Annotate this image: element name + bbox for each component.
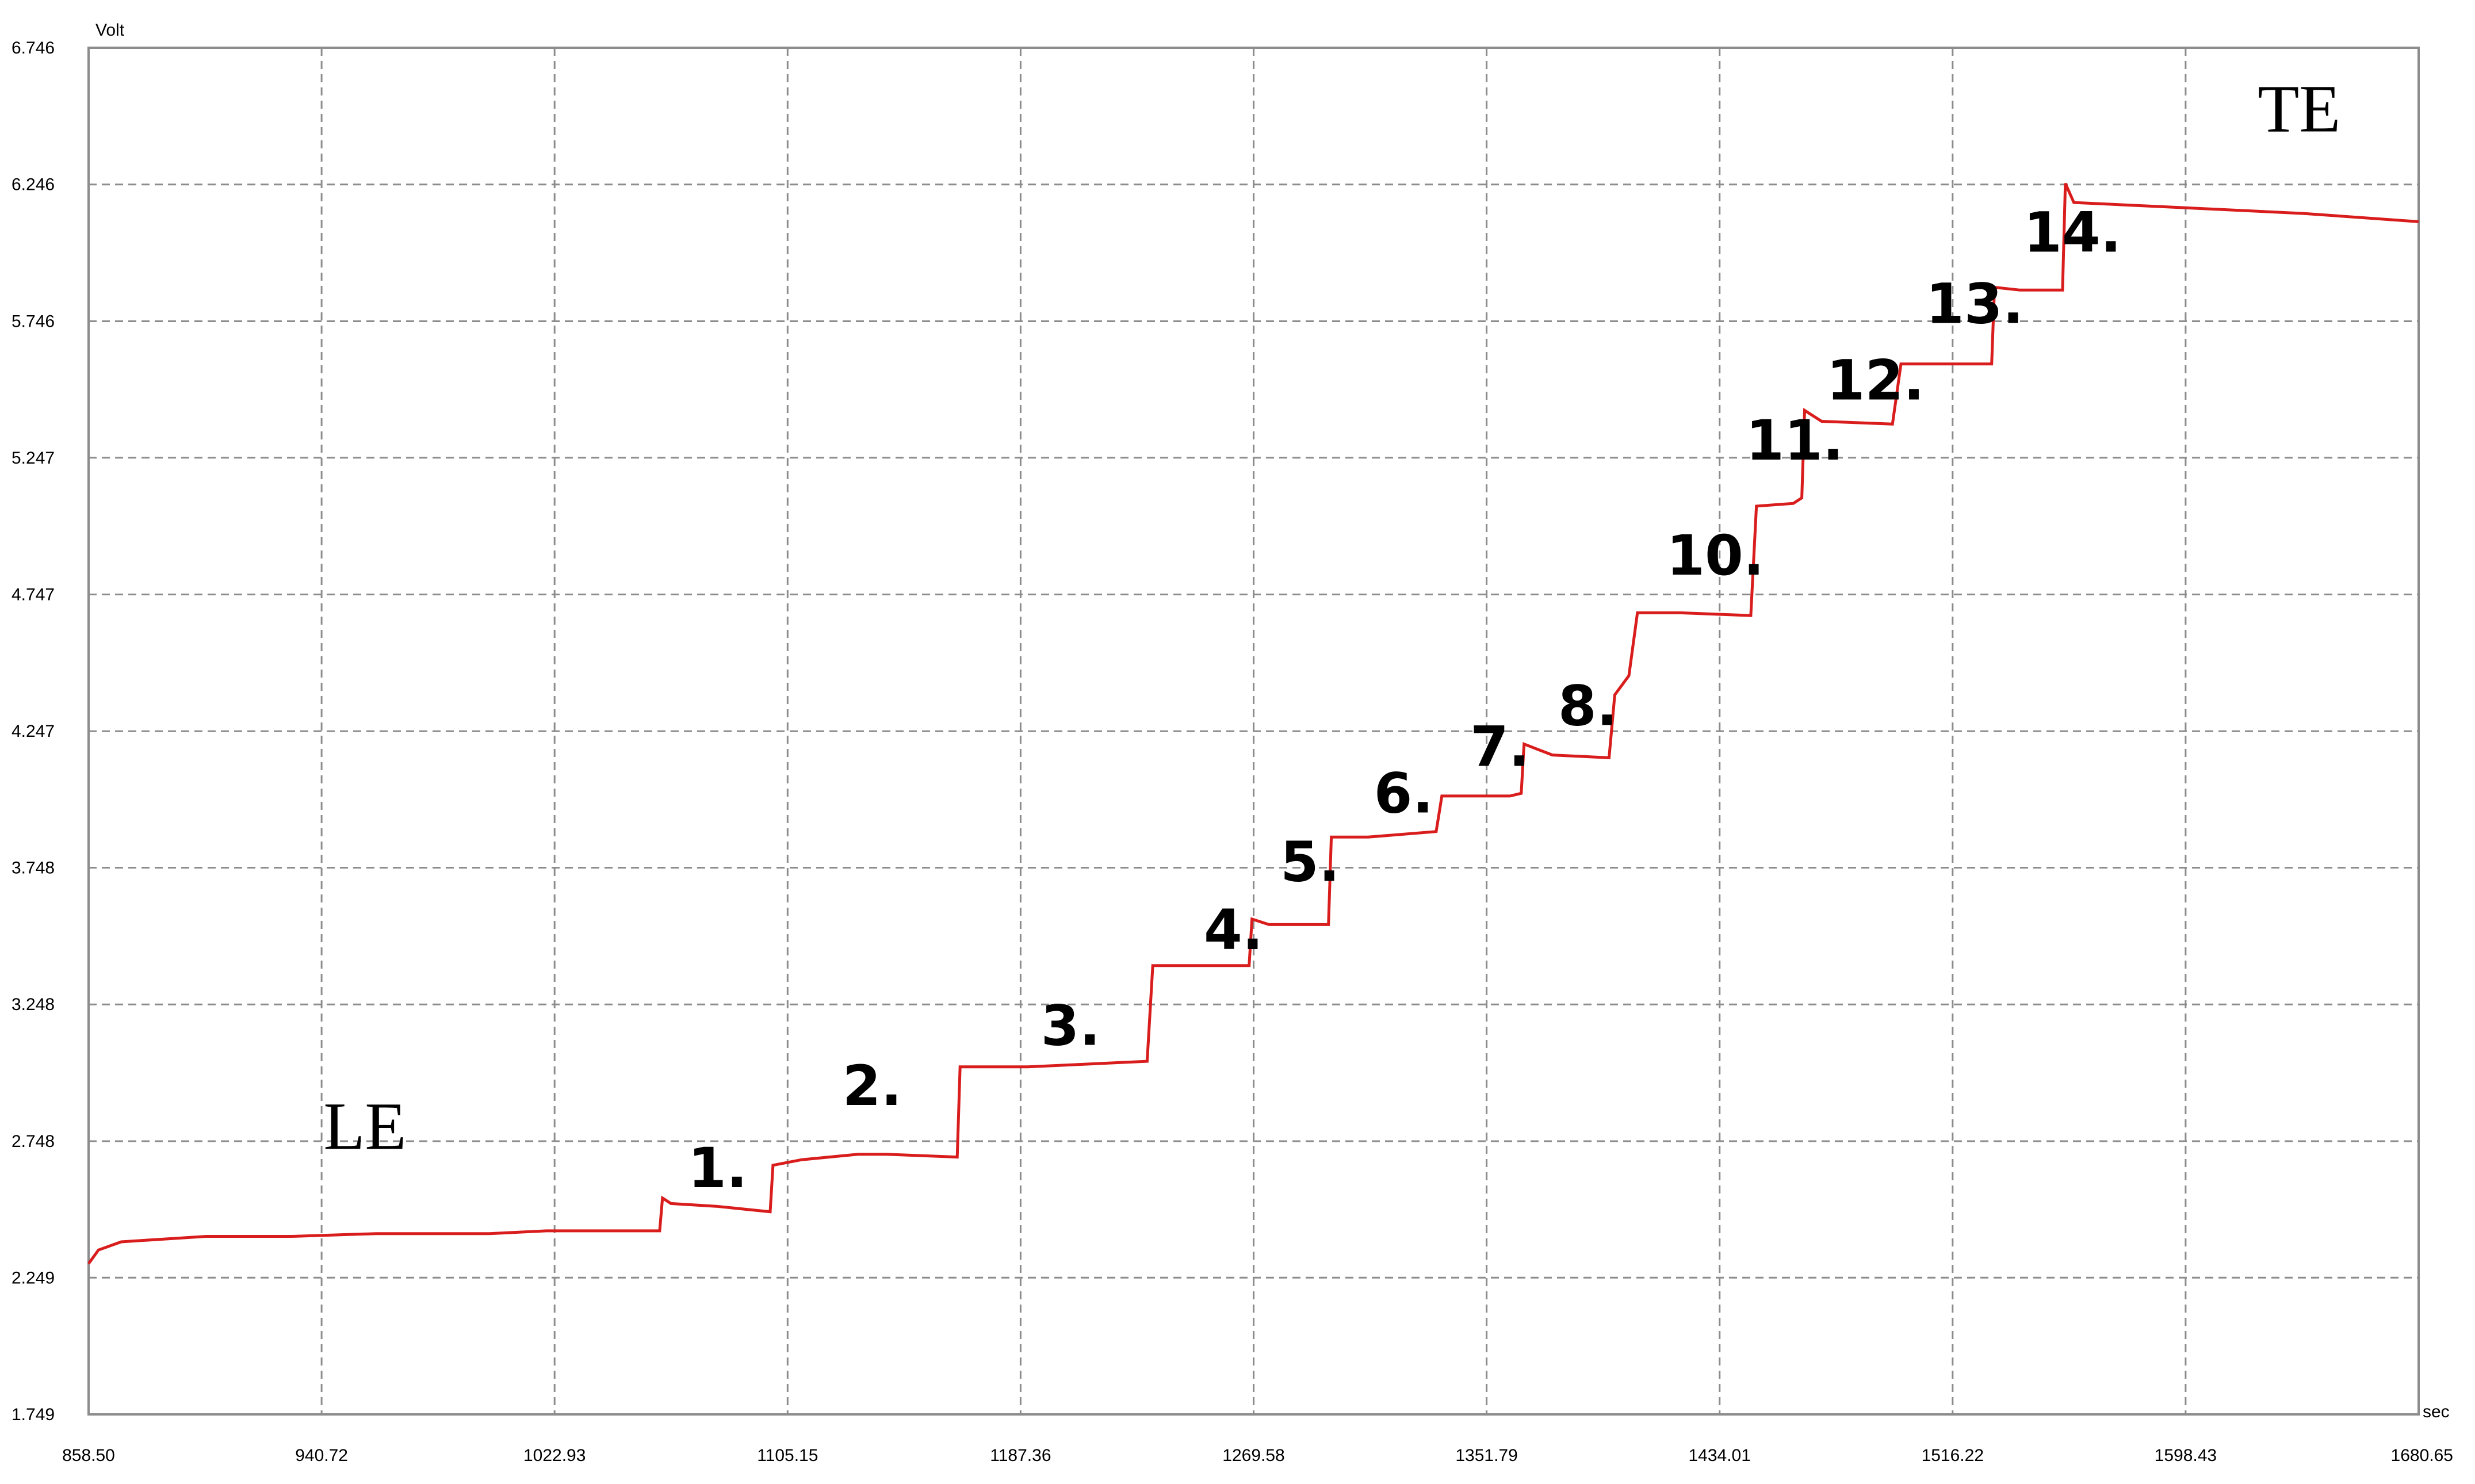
y-tick-label-5: 4.247 xyxy=(12,722,55,741)
region-label-te: TE xyxy=(2258,71,2340,146)
series-layer xyxy=(87,182,2419,1265)
step-label-6: 6. xyxy=(1374,761,1433,825)
step-label-4: 4. xyxy=(1204,898,1263,962)
region-label-le: LE xyxy=(323,1088,406,1164)
y-tick-label-2: 5.746 xyxy=(12,312,55,331)
step-label-2: 2. xyxy=(843,1054,902,1118)
region-labels: LE TE xyxy=(323,71,2340,1164)
y-tick-label-1: 6.246 xyxy=(12,175,55,194)
grid-lines xyxy=(89,48,2419,1414)
x-tick-label-6: 1351.79 xyxy=(1455,1446,1517,1465)
x-tick-label-5: 1269.58 xyxy=(1222,1446,1284,1465)
y-tick-label-0: 6.746 xyxy=(12,39,55,58)
y-tick-label-8: 2.748 xyxy=(12,1132,55,1151)
x-tick-label-10: 1680.65 xyxy=(2391,1446,2453,1465)
step-label-8: 8. xyxy=(1558,674,1617,738)
step-label-1: 1. xyxy=(688,1136,747,1200)
step-label-11: 12. xyxy=(1827,348,1925,412)
step-label-13: 14. xyxy=(2023,201,2121,265)
x-axis-ticks: 858.50 940.72 1022.93 1105.15 1187.36 1269.58… xyxy=(62,1446,2453,1465)
x-tick-label-2: 1022.93 xyxy=(523,1446,586,1465)
step-annotations: 1. 2. 3. 4. 5. 6. 7. 8. 10. 11.12.13.14. xyxy=(688,201,2121,1200)
x-axis-unit: sec xyxy=(2423,1402,2450,1421)
y-tick-label-3: 5.247 xyxy=(12,449,55,468)
y-tick-label-10: 1.749 xyxy=(12,1405,55,1424)
y-tick-label-7: 3.248 xyxy=(12,995,55,1014)
voltage-series-line-0 xyxy=(87,182,2419,1265)
step-label-10: 11. xyxy=(1746,408,1843,473)
y-tick-label-6: 3.748 xyxy=(12,859,55,878)
step-label-9: 10. xyxy=(1666,523,1764,588)
x-tick-label-1: 940.72 xyxy=(295,1446,348,1465)
y-tick-label-4: 4.747 xyxy=(12,585,55,604)
step-label-7: 7. xyxy=(1470,715,1529,779)
x-tick-label-9: 1598.43 xyxy=(2155,1446,2217,1465)
x-tick-label-0: 858.50 xyxy=(62,1446,115,1465)
step-label-3: 3. xyxy=(1041,994,1100,1058)
plot-frame xyxy=(87,47,2420,1416)
step-label-5: 5. xyxy=(1280,829,1340,894)
x-tick-label-4: 1187.36 xyxy=(990,1446,1051,1465)
y-axis-unit: Volt xyxy=(95,21,125,40)
x-tick-label-7: 1434.01 xyxy=(1688,1446,1750,1465)
x-tick-label-8: 1516.22 xyxy=(1922,1446,1984,1465)
y-tick-label-9: 2.249 xyxy=(12,1268,55,1287)
y-axis-ticks: 6.746 6.246 5.746 5.247 4.747 4.247 3.748 3.248… xyxy=(12,39,55,1424)
x-tick-label-3: 1105.15 xyxy=(757,1446,818,1465)
step-label-12: 13. xyxy=(1926,271,2023,336)
